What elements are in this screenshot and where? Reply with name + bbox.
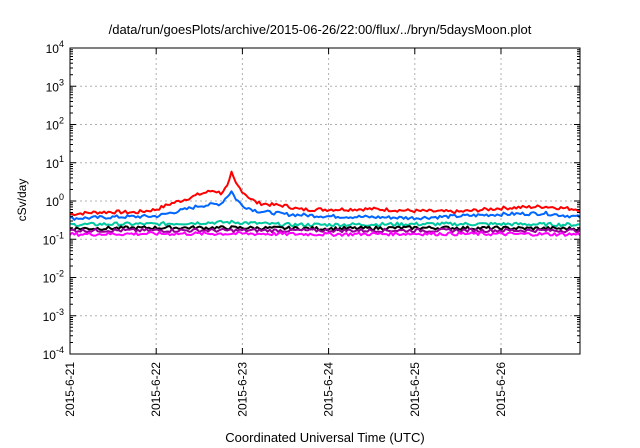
y-tick-label: 103 bbox=[46, 77, 64, 94]
series-line-6 bbox=[69, 231, 581, 237]
y-tick-label: 10-1 bbox=[43, 230, 64, 247]
y-tick-label: 101 bbox=[46, 154, 64, 171]
x-tick-label: 2015-6-23 bbox=[235, 362, 249, 417]
x-tick-label: 2015-6-25 bbox=[408, 362, 422, 417]
chart-title: /data/run/goesPlots/archive/2015-06-26/2… bbox=[108, 22, 532, 37]
x-tick-label: 2015-6-22 bbox=[149, 362, 163, 417]
series-line-1 bbox=[69, 170, 581, 217]
series-line-5 bbox=[69, 227, 581, 234]
series-line-2 bbox=[69, 190, 581, 221]
series-line-4 bbox=[69, 225, 581, 232]
y-tick-label: 10-4 bbox=[43, 345, 64, 362]
y-axis: 10-4 10-3 10-2 10-1 100 101 102 103 104 bbox=[43, 39, 580, 362]
y-tick-label: 104 bbox=[46, 39, 64, 56]
x-axis: 2015-6-21 2015-6-22 2015-6-23 2015-6-24 2015… bbox=[63, 48, 508, 417]
y-tick-label: 10-2 bbox=[43, 269, 64, 286]
series-line-3 bbox=[69, 219, 581, 228]
x-axis-label: Coordinated Universal Time (UTC) bbox=[225, 430, 425, 445]
series-group bbox=[69, 170, 581, 237]
x-tick-label: 2015-6-21 bbox=[63, 362, 77, 417]
y-axis-label: cSv/day bbox=[15, 178, 29, 222]
grid-lines bbox=[70, 48, 580, 354]
y-tick-label: 100 bbox=[46, 192, 64, 209]
y-tick-label: 10-3 bbox=[43, 307, 64, 324]
x-tick-label: 2015-6-26 bbox=[494, 362, 508, 417]
y-tick-label: 102 bbox=[46, 116, 64, 133]
x-tick-label: 2015-6-24 bbox=[322, 362, 336, 417]
